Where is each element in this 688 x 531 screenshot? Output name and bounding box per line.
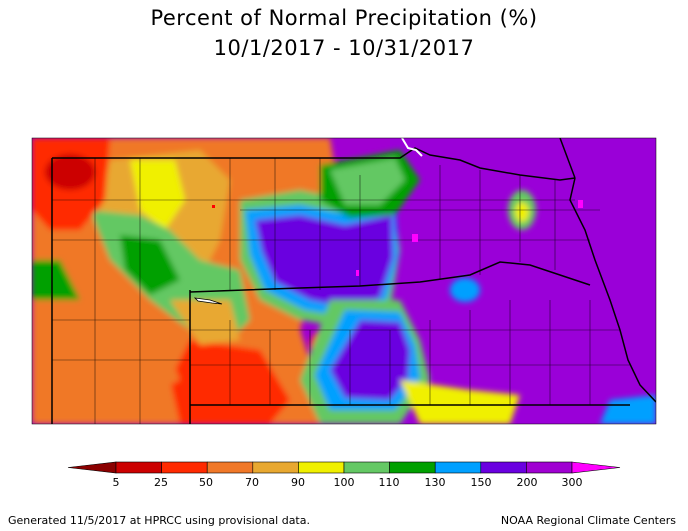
map-title: Percent of Normal Precipitation (%) bbox=[150, 6, 538, 30]
color-legend bbox=[67, 461, 621, 474]
legend-swatch bbox=[434, 461, 482, 474]
legend-tick: 300 bbox=[561, 476, 583, 489]
footer-credit: NOAA Regional Climate Centers bbox=[500, 514, 676, 527]
legend-tick: 70 bbox=[245, 476, 259, 489]
precip-field bbox=[32, 138, 656, 424]
legend-tick: 50 bbox=[199, 476, 213, 489]
legend-swatch bbox=[389, 461, 436, 474]
legend-swatch bbox=[571, 461, 621, 474]
legend-tick: 110 bbox=[378, 476, 400, 489]
legend-swatch bbox=[115, 461, 162, 474]
legend-swatch bbox=[206, 461, 254, 474]
legend-tick: 200 bbox=[516, 476, 538, 489]
footer-generated-note: Generated 11/5/2017 at HPRCC using provi… bbox=[8, 514, 310, 527]
legend-tick: 130 bbox=[424, 476, 446, 489]
legend-tick: 25 bbox=[154, 476, 168, 489]
legend-tick: 90 bbox=[291, 476, 305, 489]
legend-tick: 150 bbox=[470, 476, 492, 489]
legend-swatch bbox=[480, 461, 527, 474]
legend-swatch bbox=[526, 461, 573, 474]
legend-swatch bbox=[161, 461, 208, 474]
legend-swatch bbox=[67, 461, 117, 474]
county-lines bbox=[52, 158, 630, 424]
legend-swatch bbox=[343, 461, 390, 474]
map-subtitle: 10/1/2017 - 10/31/2017 bbox=[213, 36, 475, 60]
legend-tick: 100 bbox=[333, 476, 355, 489]
legend-swatch bbox=[298, 461, 345, 474]
legend-tick: 5 bbox=[112, 476, 120, 489]
legend-swatch bbox=[252, 461, 299, 474]
